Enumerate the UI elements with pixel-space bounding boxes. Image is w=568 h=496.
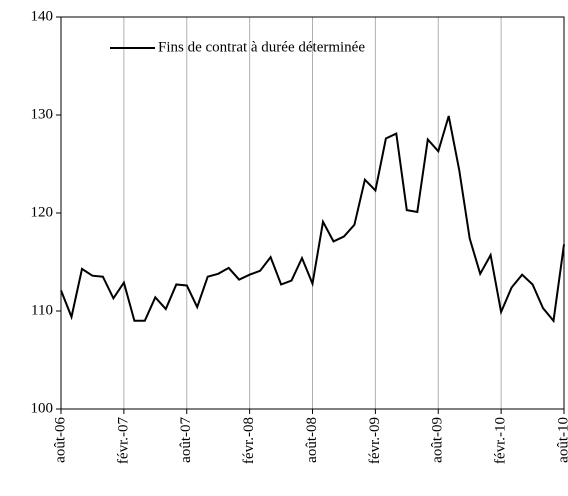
x-tick-label: août-06 (52, 417, 68, 463)
legend-label: Fins de contrat à durée déterminée (158, 39, 365, 55)
x-tick-label: févr.-10 (493, 417, 509, 464)
x-tick-label: août-07 (178, 417, 194, 463)
y-tick-label: 130 (31, 106, 54, 122)
x-tick-label: févr.-07 (115, 417, 131, 465)
x-tick-label: févr.-09 (367, 417, 383, 464)
y-tick-label: 120 (31, 204, 54, 220)
y-tick-label: 110 (31, 302, 53, 318)
x-tick-label: août-08 (304, 417, 320, 463)
y-tick-label: 140 (31, 8, 54, 24)
x-tick-label: août-09 (430, 417, 446, 463)
x-tick-label: févr.-08 (241, 417, 257, 464)
y-tick-label: 100 (31, 400, 54, 416)
line-series (60, 115, 565, 324)
plot-frame (60, 16, 565, 410)
x-tick-label: août-10 (555, 417, 568, 463)
